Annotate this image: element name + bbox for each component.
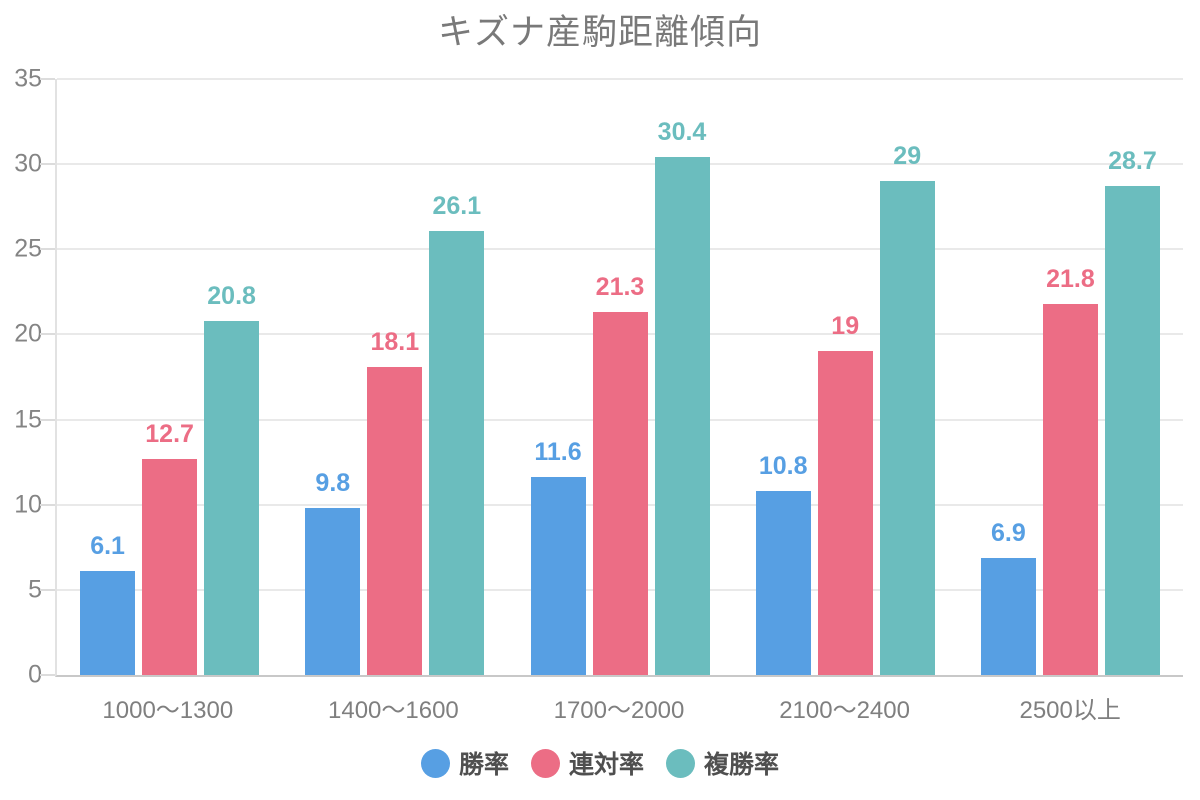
bar-勝率[interactable] [530,477,586,675]
chart-title: キズナ産駒距離傾向 [437,13,762,52]
legend-label: 連対率 [568,751,644,779]
y-axis-label: 25 [14,234,42,263]
bar-value-label: 29 [893,142,922,171]
bar-slot: 6.9 [980,79,1036,675]
bar-勝率[interactable] [80,571,136,675]
bar-slot: 26.1 [429,79,485,675]
y-axis-tick [40,333,55,336]
bar-value-label: 19 [831,312,860,341]
bar-group: 6.9 21.8 28.7 [958,79,1183,675]
legend-label: 複勝率 [704,751,780,779]
bar-slot: 12.7 [142,79,198,675]
x-axis-label: 1700〜2000 [553,697,685,724]
legend-item-複勝率[interactable]: 複勝率 [666,745,779,781]
gridline [57,248,1183,251]
bar-group: 6.1 12.7 20.8 [57,79,282,675]
x-axis-label: 1400〜1600 [328,697,459,724]
legend-item-連対率[interactable]: 連対率 [530,745,644,781]
bar-group: 11.6 21.3 30.4 [507,79,732,675]
bar-勝率[interactable] [305,508,361,675]
legend-label: 勝率 [458,751,509,779]
bar-slot: 18.1 [367,79,423,675]
bar-勝率[interactable] [755,491,811,675]
x-axis-label: 2500以上 [1019,697,1121,724]
bar-slot: 21.3 [592,79,648,675]
x-axis-label: 1000〜1300 [102,697,234,724]
plot-area: 6.1 12.7 20.8 9.8 18.1 26.1 11.6 21.3 30.4 10.8 19… [40,78,1183,677]
bar-連対率[interactable] [817,351,873,675]
x-axis: 1000〜1300 1400〜1600 1700〜2000 2100〜2400 2500… [55,691,1183,731]
bar-value-label: 12.7 [145,419,194,448]
bar-slot: 20.8 [204,79,260,675]
bar-slot: 9.8 [305,79,361,675]
bar-slot: 21.8 [1042,79,1098,675]
x-axis-label: 2100〜2400 [779,697,910,724]
bar-slot: 30.4 [654,79,710,675]
bar-value-label: 9.8 [315,469,351,498]
bar-複勝率[interactable] [204,320,260,675]
bar-group: 10.8 19 29 [733,79,958,675]
bar-slot: 29 [879,79,935,675]
bar-value-label: 6.1 [90,532,125,561]
y-axis-label: 35 [14,64,42,93]
bar-slot: 6.1 [80,79,136,675]
bar-slot: 10.8 [755,79,811,675]
bar-複勝率[interactable] [879,181,935,675]
bar-複勝率[interactable] [1104,186,1160,675]
legend-item-勝率[interactable]: 勝率 [420,745,509,781]
y-axis-tick [40,503,55,506]
bar-連対率[interactable] [1042,303,1098,675]
y-axis-label: 20 [14,319,42,348]
bar-group: 9.8 18.1 26.1 [282,79,507,675]
y-axis-label: 15 [14,405,42,434]
bar-連対率[interactable] [367,366,423,675]
bars-layer: 6.1 12.7 20.8 9.8 18.1 26.1 11.6 21.3 30.4 10.8 19… [57,79,1183,675]
bar-value-label: 18.1 [370,327,420,356]
gridline [57,163,1183,166]
bar-value-label: 10.8 [758,452,808,481]
y-axis-tick [40,248,55,251]
gridline [57,78,1183,80]
y-axis: 0 5 10 15 20 25 30 35 [0,65,42,689]
bar-value-label: 20.8 [207,281,256,310]
legend: 勝率 連対率 複勝率 [0,740,1200,786]
bar-slot: 11.6 [530,79,586,675]
bar-value-label: 28.7 [1108,147,1157,176]
y-axis-label: 30 [14,149,42,178]
legend-marker-icon [420,748,450,778]
legend-marker-icon [530,748,560,778]
y-axis-tick [40,78,55,80]
bar-複勝率[interactable] [429,230,485,675]
y-axis-tick [40,163,55,166]
bar-value-label: 30.4 [657,118,707,147]
y-axis-label: 5 [28,575,42,604]
legend-marker-icon [666,748,695,778]
bar-value-label: 11.6 [534,438,582,467]
y-axis-tick [40,418,55,421]
bar-value-label: 21.8 [1046,264,1095,293]
bar-value-label: 21.3 [595,273,645,302]
y-axis-tick [40,588,55,591]
bar-連対率[interactable] [142,458,198,675]
bar-value-label: 26.1 [432,191,482,220]
bar-value-label: 6.9 [991,518,1026,547]
y-axis-label: 0 [28,660,42,689]
y-axis-label: 10 [14,490,42,519]
bar-勝率[interactable] [980,557,1036,675]
y-axis-tick [40,674,55,676]
bar-複勝率[interactable] [654,157,710,675]
bar-連対率[interactable] [592,312,648,675]
bar-slot: 19 [817,79,873,675]
bar-slot: 28.7 [1104,79,1160,675]
